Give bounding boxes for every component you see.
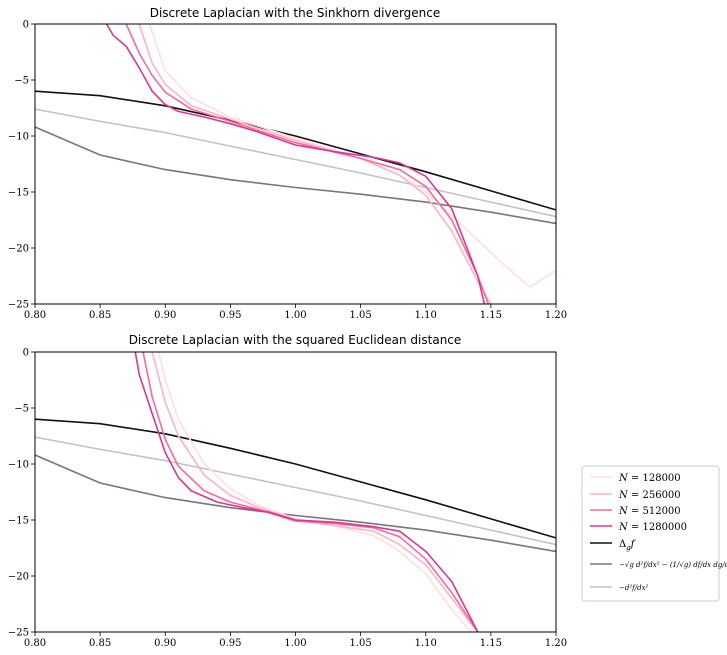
chart-title: Discrete Laplacian with the Sinkhorn div… <box>150 6 441 20</box>
series-line-1 <box>138 24 492 304</box>
x-tick-label: 0.90 <box>154 638 176 649</box>
series-line-2 <box>125 24 490 304</box>
x-axis-ticks: 0.80 0.85 0.90 0.95 1.00 1.05 1.10 1.15 1.20 <box>24 632 567 649</box>
x-tick-label: 0.90 <box>154 310 176 321</box>
series-line-0 <box>157 352 472 632</box>
chart-panel-sinkhorn: Discrete Laplacian with the Sinkhorn div… <box>8 6 567 321</box>
legend-label: N = 128000 <box>618 473 681 484</box>
y-tick-label: −10 <box>8 132 29 143</box>
y-tick-label: −15 <box>8 188 29 199</box>
x-tick-label: 1.00 <box>284 638 306 649</box>
x-tick-label: 1.10 <box>415 638 437 649</box>
y-tick-label: 0 <box>23 348 29 359</box>
series-lines <box>35 352 556 632</box>
chart-title: Discrete Laplacian with the squared Eucl… <box>129 333 462 347</box>
series-line-4 <box>35 90 556 211</box>
series-line-3 <box>105 24 486 304</box>
plot-frame <box>34 23 557 305</box>
legend-label: N = 512000 <box>618 506 681 517</box>
series-line-5 <box>35 454 556 553</box>
legend: N = 128000 N = 256000 N = 512000 N = 128… <box>581 465 727 602</box>
legend-label: Δgf <box>619 539 637 552</box>
y-tick-label: 0 <box>23 20 29 31</box>
y-tick-label: −25 <box>8 300 29 311</box>
series-lines <box>35 24 556 304</box>
series-line-5 <box>35 126 556 225</box>
y-axis-ticks: 0 −5 −10 −15 −20 −25 <box>8 20 35 311</box>
y-tick-label: −10 <box>8 460 29 471</box>
x-tick-label: 0.80 <box>24 310 46 321</box>
y-tick-label: −20 <box>8 572 29 583</box>
x-tick-label: 1.00 <box>284 310 306 321</box>
chart-panel-euclidean: Discrete Laplacian with the squared Eucl… <box>8 333 567 649</box>
x-tick-label: 0.85 <box>89 638 111 649</box>
series-line-3 <box>134 352 479 632</box>
series-line-4 <box>35 418 556 539</box>
y-tick-label: −5 <box>14 404 29 415</box>
x-tick-label: 0.95 <box>219 310 241 321</box>
x-tick-label: 1.20 <box>545 638 567 649</box>
legend-label: −√g d²f/dx² − (1/√g) df/dx dg/dx <box>619 561 727 569</box>
series-line-6 <box>35 108 556 218</box>
legend-box <box>581 465 720 602</box>
plot-frame <box>34 351 557 633</box>
x-tick-label: 0.95 <box>219 638 241 649</box>
x-tick-label: 1.05 <box>349 310 371 321</box>
legend-label: N = 256000 <box>618 490 681 501</box>
x-tick-label: 0.85 <box>89 310 111 321</box>
x-tick-label: 1.15 <box>480 310 502 321</box>
x-tick-label: 0.80 <box>24 638 46 649</box>
y-axis-ticks: 0 −5 −10 −15 −20 −25 <box>8 348 35 639</box>
legend-label: N = 1280000 <box>618 522 687 533</box>
legend-label: −d²f/dx² <box>619 584 649 592</box>
y-tick-label: −15 <box>8 516 29 527</box>
x-tick-label: 1.20 <box>545 310 567 321</box>
x-tick-label: 1.15 <box>480 638 502 649</box>
y-tick-label: −25 <box>8 628 29 639</box>
x-axis-ticks: 0.80 0.85 0.90 0.95 1.00 1.05 1.10 1.15 1.20 <box>24 304 567 321</box>
x-tick-label: 1.05 <box>349 638 371 649</box>
series-line-6 <box>35 436 556 546</box>
x-tick-label: 1.10 <box>415 310 437 321</box>
y-tick-label: −20 <box>8 244 29 255</box>
y-tick-label: −5 <box>14 76 29 87</box>
